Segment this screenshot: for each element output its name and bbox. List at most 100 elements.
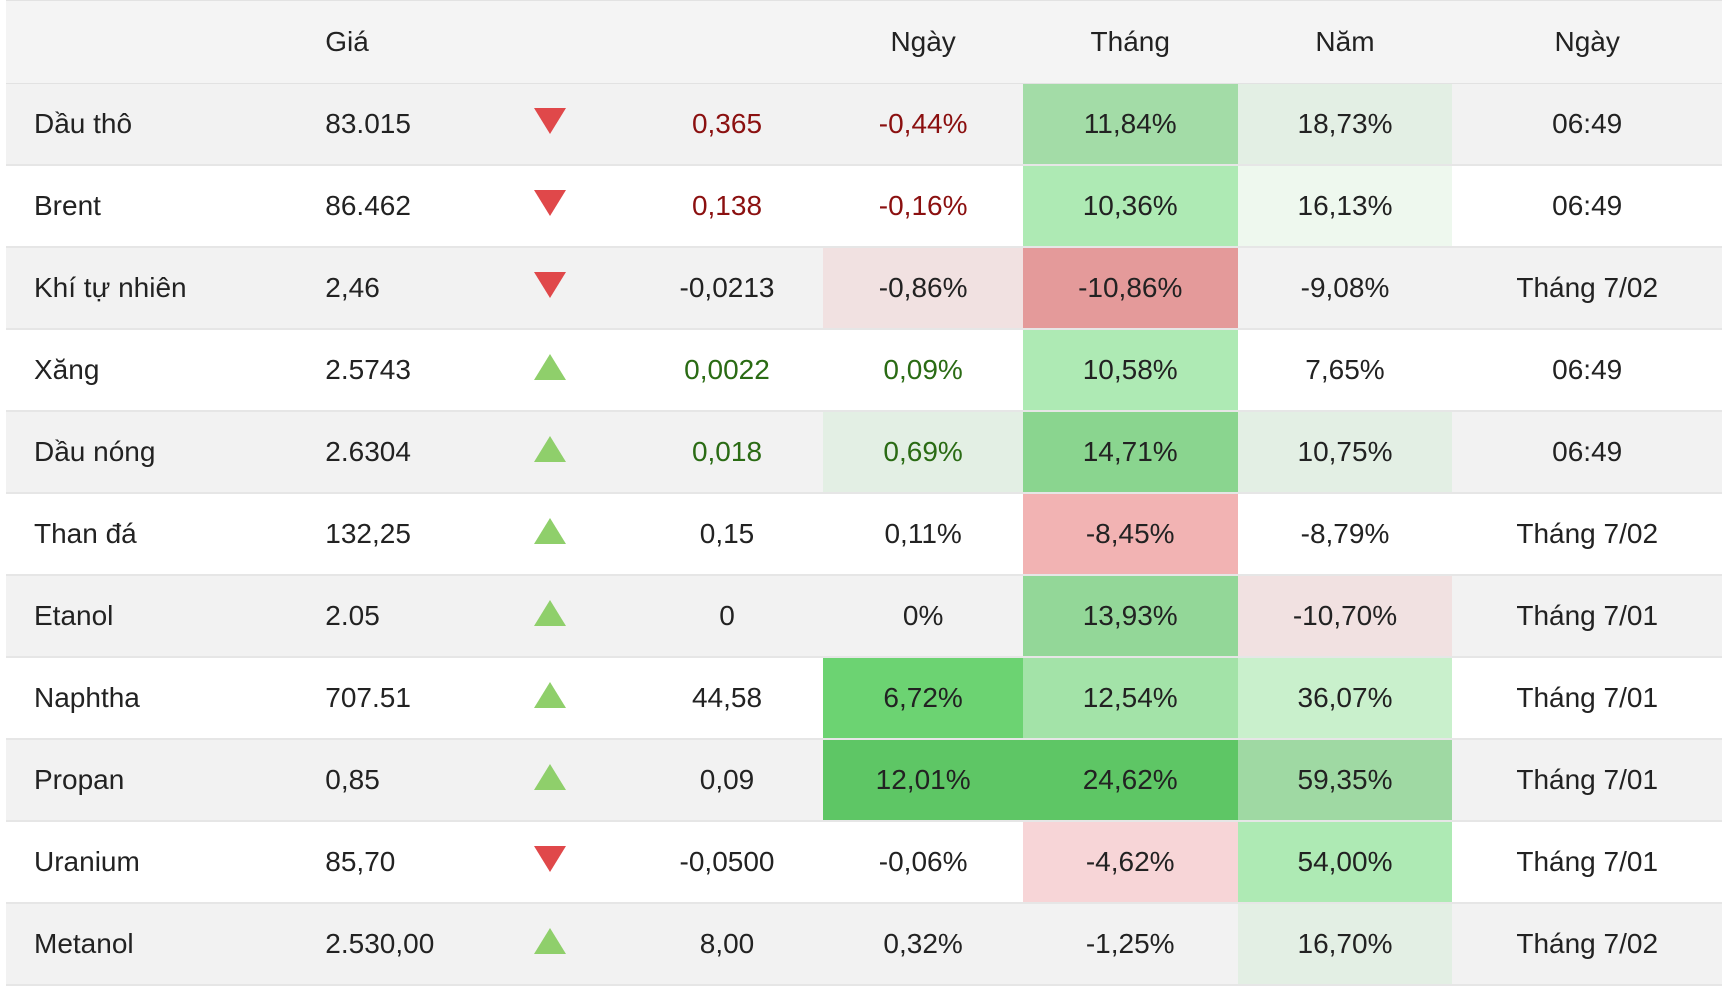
direction-cell (510, 329, 631, 412)
day-percent-cell: 6,72% (823, 657, 1023, 740)
price-cell: 2.05 (295, 575, 511, 658)
price-cell: 86.462 (295, 165, 511, 248)
month-percent-cell: 14,71% (1022, 411, 1238, 494)
year-percent-cell: 7,65% (1237, 329, 1453, 412)
day-percent-cell: 0,09% (823, 329, 1023, 412)
direction-cell (510, 821, 631, 904)
year-percent-cell: 18,73% (1237, 83, 1453, 166)
commodity-name-link[interactable]: Dầu thô (6, 83, 296, 166)
table-row[interactable]: Naphtha 707.51 44,58 6,72% 12,54% 36,07% Tháng… (6, 657, 1722, 740)
date-cell: 06:49 (1452, 411, 1722, 494)
table-body: Dầu thô 83.015 0,365 -0,44% 11,84% 18,73% 06:4… (6, 83, 1722, 986)
commodity-name-link[interactable]: Etanol (6, 575, 296, 658)
commodity-name-link[interactable]: Dầu nóng (6, 411, 296, 494)
direction-cell (510, 411, 631, 494)
commodity-name-link[interactable]: Xăng (6, 329, 296, 412)
energy-commodities-table: Giá Ngày Tháng Năm Ngày Dầu thô 83.015 0,3… (6, 0, 1722, 986)
table-row[interactable]: Metanol 2.530,00 8,00 0,32% -1,25% 16,70% Thán… (6, 903, 1722, 986)
table-header-row: Giá Ngày Tháng Năm Ngày (6, 0, 1722, 84)
commodity-name-link[interactable]: Brent (6, 165, 296, 248)
direction-cell (510, 657, 631, 740)
date-cell: 06:49 (1452, 83, 1722, 166)
date-cell: Tháng 7/02 (1452, 247, 1722, 330)
price-cell: 132,25 (295, 493, 511, 576)
date-cell: 06:49 (1452, 165, 1722, 248)
header-month[interactable]: Tháng (1022, 0, 1238, 84)
month-percent-cell: 10,36% (1022, 165, 1238, 248)
commodity-name-link[interactable]: Khí tự nhiên (6, 247, 296, 330)
day-percent-cell: -0,06% (823, 821, 1023, 904)
arrow-down-icon (534, 189, 567, 216)
arrow-up-icon (534, 927, 567, 954)
date-cell: Tháng 7/02 (1452, 493, 1722, 576)
date-cell: 06:49 (1452, 329, 1722, 412)
month-percent-cell: -4,62% (1022, 821, 1238, 904)
change-cell: 44,58 (630, 657, 824, 740)
commodity-name-link[interactable]: Than đá (6, 493, 296, 576)
day-percent-cell: -0,44% (823, 83, 1023, 166)
change-cell: 0,15 (630, 493, 824, 576)
year-percent-cell: -8,79% (1237, 493, 1453, 576)
month-percent-cell: 13,93% (1022, 575, 1238, 658)
table-row[interactable]: Dầu nóng 2.6304 0,018 0,69% 14,71% 10,75% 06:4… (6, 411, 1722, 494)
table-row[interactable]: Propan 0,85 0,09 12,01% 24,62% 59,35% Tháng 7/… (6, 739, 1722, 822)
price-cell: 2.5743 (295, 329, 511, 412)
commodity-name-link[interactable]: Uranium (6, 821, 296, 904)
commodity-name-link[interactable]: Propan (6, 739, 296, 822)
year-percent-cell: 54,00% (1237, 821, 1453, 904)
day-percent-cell: 0,32% (823, 903, 1023, 986)
day-percent-cell: 0% (823, 575, 1023, 658)
direction-cell (510, 575, 631, 658)
table-row[interactable]: Xăng 2.5743 0,0022 0,09% 10,58% 7,65% 06:49 (6, 329, 1722, 412)
table-row[interactable]: Dầu thô 83.015 0,365 -0,44% 11,84% 18,73% 06:4… (6, 83, 1722, 166)
direction-cell (510, 165, 631, 248)
day-percent-cell: -0,86% (823, 247, 1023, 330)
table-row[interactable]: Brent 86.462 0,138 -0,16% 10,36% 16,13% 06:49 (6, 165, 1722, 248)
direction-cell (510, 83, 631, 166)
arrow-up-icon (534, 599, 567, 626)
date-cell: Tháng 7/02 (1452, 903, 1722, 986)
year-percent-cell: -10,70% (1237, 575, 1453, 658)
month-percent-cell: 10,58% (1022, 329, 1238, 412)
table-row[interactable]: Uranium 85,70 -0,0500 -0,06% -4,62% 54,00% Thá… (6, 821, 1722, 904)
day-percent-cell: 0,11% (823, 493, 1023, 576)
commodity-name-link[interactable]: Naphtha (6, 657, 296, 740)
change-cell: 0,09 (630, 739, 824, 822)
price-cell: 2.530,00 (295, 903, 511, 986)
arrow-down-icon (534, 107, 567, 134)
change-cell: -0,0213 (630, 247, 824, 330)
commodity-name-link[interactable]: Metanol (6, 903, 296, 986)
header-change (630, 0, 824, 84)
change-cell: 0,018 (630, 411, 824, 494)
header-day[interactable]: Ngày (823, 0, 1023, 84)
date-cell: Tháng 7/01 (1452, 821, 1722, 904)
change-cell: 0 (630, 575, 824, 658)
table-row[interactable]: Etanol 2.05 0 0% 13,93% -10,70% Tháng 7/01 (6, 575, 1722, 658)
header-price[interactable]: Giá (295, 0, 511, 84)
direction-cell (510, 739, 631, 822)
commodities-table-container: Giá Ngày Tháng Năm Ngày Dầu thô 83.015 0,3… (6, 0, 1722, 986)
arrow-down-icon (534, 271, 567, 298)
header-name (6, 0, 296, 84)
header-year[interactable]: Năm (1237, 0, 1453, 84)
table-row[interactable]: Than đá 132,25 0,15 0,11% -8,45% -8,79% Tháng … (6, 493, 1722, 576)
change-cell: 8,00 (630, 903, 824, 986)
header-date[interactable]: Ngày (1452, 0, 1722, 84)
day-percent-cell: 0,69% (823, 411, 1023, 494)
table-row[interactable]: Khí tự nhiên 2,46 -0,0213 -0,86% -10,86% -9,0… (6, 247, 1722, 330)
change-cell: -0,0500 (630, 821, 824, 904)
month-percent-cell: 24,62% (1022, 739, 1238, 822)
header-arrow (510, 0, 631, 84)
arrow-up-icon (534, 517, 567, 544)
year-percent-cell: 10,75% (1237, 411, 1453, 494)
month-percent-cell: 11,84% (1022, 83, 1238, 166)
year-percent-cell: 16,70% (1237, 903, 1453, 986)
date-cell: Tháng 7/01 (1452, 657, 1722, 740)
arrow-down-icon (534, 845, 567, 872)
arrow-up-icon (534, 681, 567, 708)
arrow-up-icon (534, 435, 567, 462)
change-cell: 0,0022 (630, 329, 824, 412)
price-cell: 2,46 (295, 247, 511, 330)
day-percent-cell: -0,16% (823, 165, 1023, 248)
year-percent-cell: 59,35% (1237, 739, 1453, 822)
